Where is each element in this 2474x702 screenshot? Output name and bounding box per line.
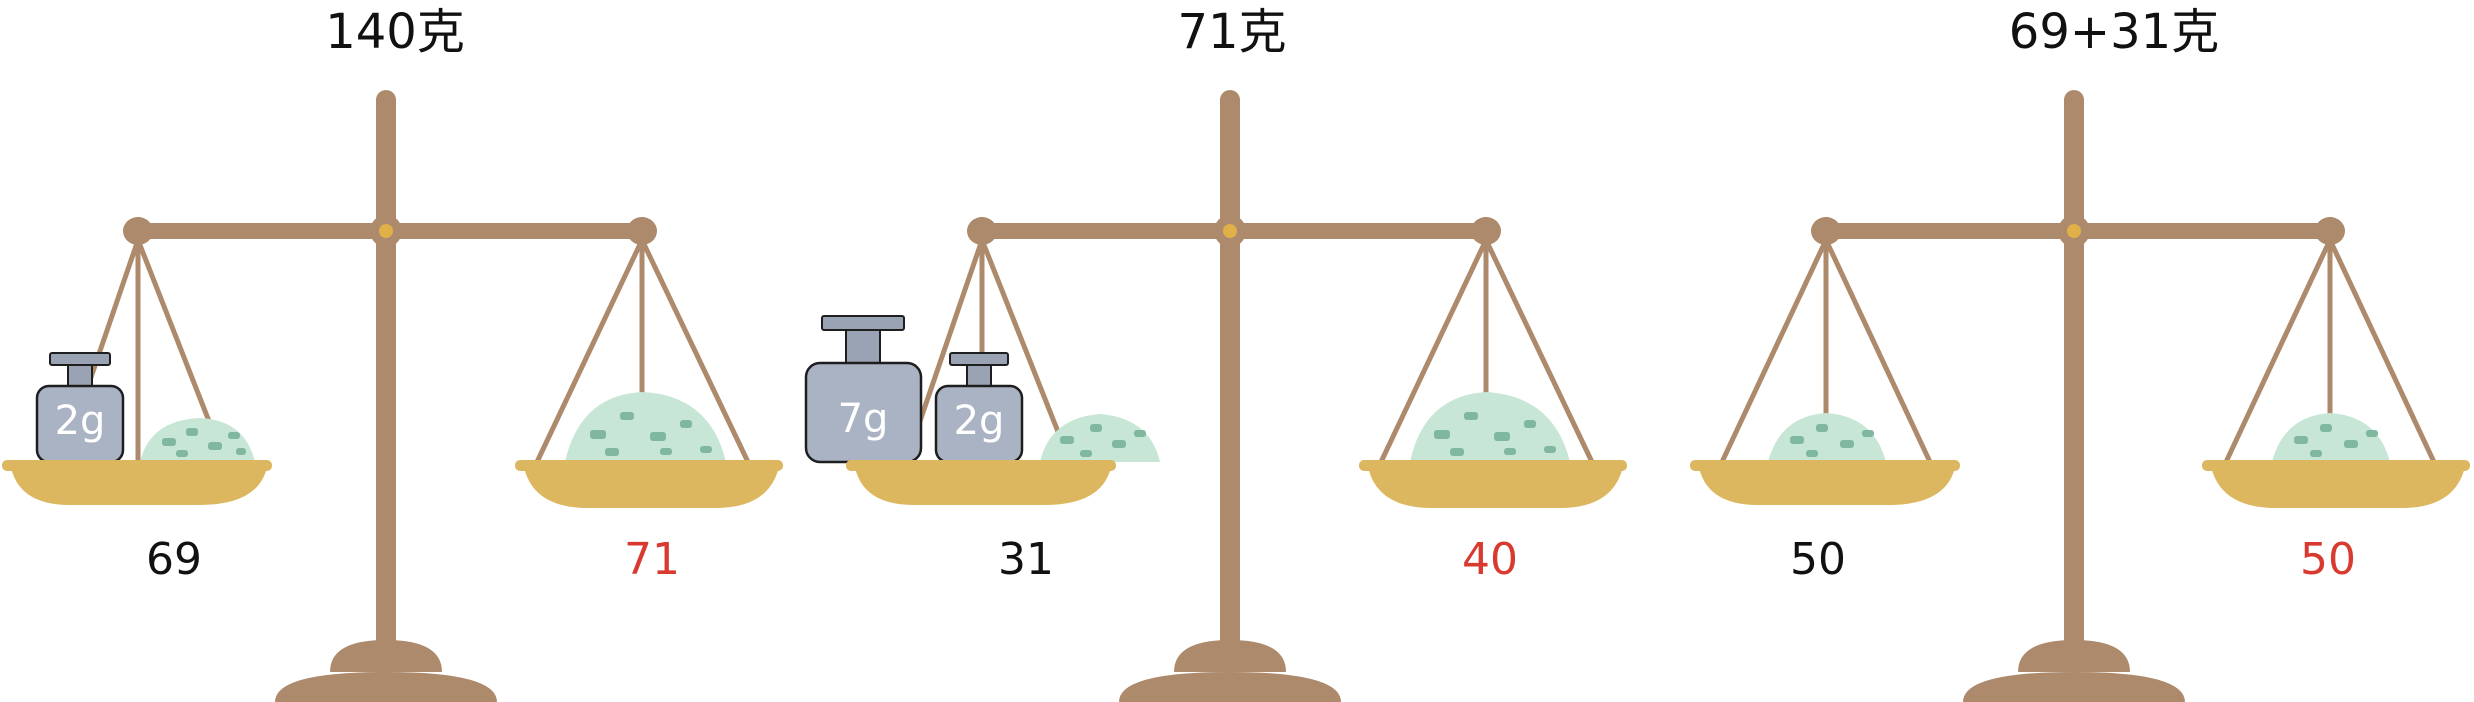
scale-2-left-pan: [854, 462, 1112, 505]
scale-2-pivot-dot: [1223, 224, 1237, 238]
scale-3-beam-end-right: [2315, 217, 2345, 245]
scale-1-base-foot: [275, 672, 497, 702]
scale-3-right-pile-chips: [2294, 424, 2378, 457]
scale-1-beam-end-left: [123, 217, 153, 245]
scale-3-right-pile: [2272, 413, 2390, 462]
scale-1-right-pan-rim: [515, 460, 783, 471]
scale-2-beam-end-left: [967, 217, 997, 245]
scale-2-left-pile-chips: [1060, 424, 1146, 457]
scale-2-post: [1220, 90, 1240, 650]
scale-1-right-label: 71: [624, 534, 680, 585]
scale-2-title: 71克: [1177, 4, 1286, 60]
scale-2-right-pan-rim: [1359, 460, 1627, 471]
balance-scale-3: 69+31克: [1690, 4, 2470, 702]
scale-2-weight-7g: 7g: [804, 315, 923, 464]
scale-1-beam-end-right: [627, 217, 657, 245]
scale-1-weight-2g-label: 2g: [55, 398, 106, 444]
balance-scale-1: 140克: [2, 4, 783, 702]
scale-1-base: [330, 640, 442, 672]
scale-2-weight-2g-label: 2g: [954, 398, 1005, 444]
scale-3-base: [2018, 640, 2130, 672]
scale-1-left-pile-chips: [162, 428, 246, 457]
scale-1-left-pan: [10, 462, 268, 505]
scale-3-pivot-dot: [2067, 224, 2081, 238]
scale-2-right-pile: [1410, 392, 1570, 462]
scale-2-left-pile: [1040, 414, 1160, 462]
scale-1-pivot-dot: [379, 224, 393, 238]
scale-2-right-label: 40: [1462, 534, 1518, 585]
scale-2-base: [1174, 640, 1286, 672]
scale-3-left-pile-chips: [1790, 424, 1874, 457]
scale-3-left-label: 50: [1790, 534, 1846, 585]
scale-2-left-label: 31: [998, 534, 1054, 585]
scale-2-base-foot: [1119, 672, 1341, 702]
scale-3-left-pan: [1698, 462, 1956, 505]
scale-2-left-pan-rim: [846, 460, 1116, 471]
scale-2-weight-2g: 2g: [934, 352, 1024, 464]
scale-2-weight-7g-label: 7g: [838, 396, 889, 442]
scale-1-right-pan: [523, 462, 780, 508]
scale-3-right-label: 50: [2300, 534, 2356, 585]
scale-3-post: [2064, 90, 2084, 650]
scale-1-right-pile-chips: [590, 412, 712, 456]
scale-3-left-pan-rim: [1690, 460, 1960, 471]
scale-3-beam-end-left: [1811, 217, 1841, 245]
scale-2-beam-end-right: [1471, 217, 1501, 245]
scale-3-left-pile: [1768, 413, 1886, 462]
scale-2-right-pile-chips: [1434, 412, 1556, 456]
scale-3-right-pan-rim: [2202, 460, 2470, 471]
scale-3-base-foot: [1963, 672, 2185, 702]
scale-3-right-pan: [2210, 462, 2466, 508]
scale-1-right-pile: [565, 392, 726, 462]
scale-1-left-pan-rim: [2, 460, 272, 471]
scale-1-post: [376, 90, 396, 650]
scale-2-right-pan: [1367, 462, 1624, 508]
scale-1-weight-2g: 2g: [35, 352, 125, 464]
scale-3-title: 69+31克: [2009, 4, 2219, 60]
scale-1-left-label: 69: [146, 534, 202, 585]
balance-scale-2: 71克 7g: [804, 4, 1627, 702]
scale-1-title: 140克: [325, 4, 465, 60]
scale-1-left-pile: [140, 418, 255, 462]
